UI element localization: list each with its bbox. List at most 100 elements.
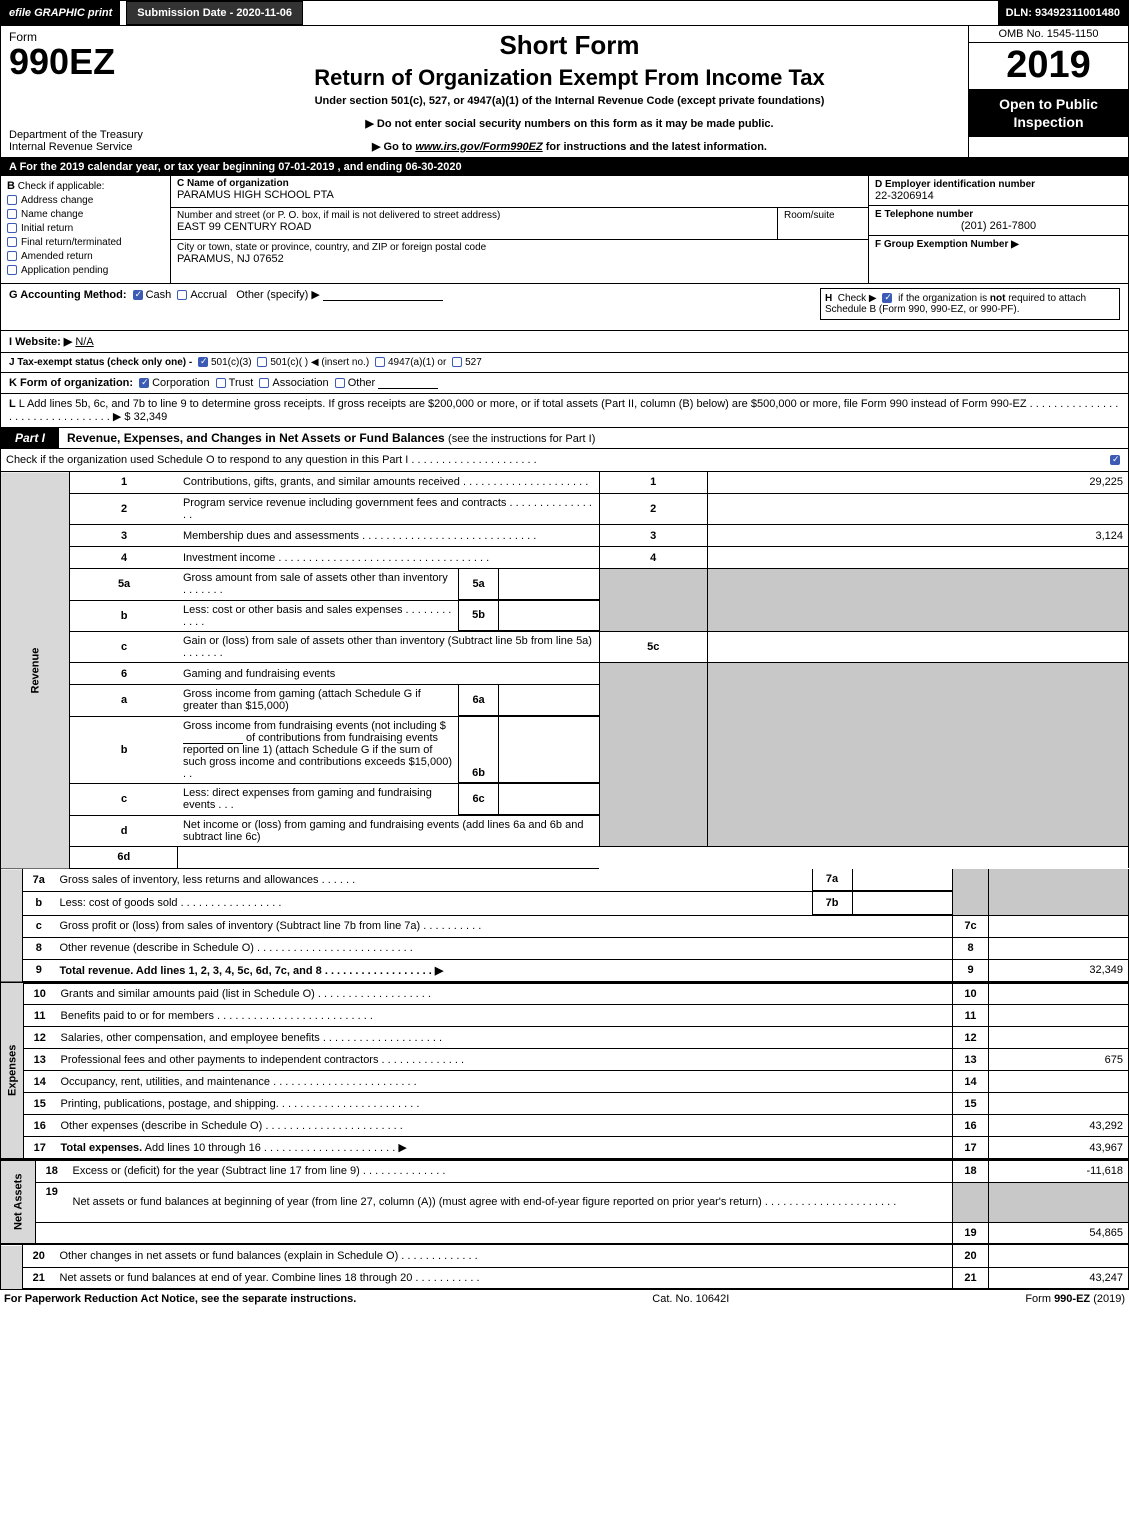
line-16-col: 16 xyxy=(953,1115,989,1137)
city-label: City or town, state or province, country… xyxy=(177,242,862,253)
line-8-col: 8 xyxy=(953,937,989,959)
cb-trust[interactable] xyxy=(216,378,226,388)
cb-other[interactable] xyxy=(335,378,345,388)
tax-year-bar: A For the 2019 calendar year, or tax yea… xyxy=(0,158,1129,176)
l-text: L Add lines 5b, 6c, and 7b to line 9 to … xyxy=(9,398,1118,423)
line-9-num: 9 xyxy=(23,959,55,981)
note2-pre: ▶ Go to xyxy=(372,141,415,153)
line-17-val: 43,967 xyxy=(989,1137,1129,1159)
line-5b-inner-val xyxy=(499,601,599,631)
line-20-num: 20 xyxy=(23,1245,55,1267)
irs-link[interactable]: www.irs.gov/Form990EZ xyxy=(415,141,542,153)
cb-part1-schedule-o[interactable] xyxy=(1110,455,1120,465)
form-number: 990EZ xyxy=(9,44,163,80)
line-12-val xyxy=(989,1027,1129,1049)
room-label: Room/suite xyxy=(784,210,862,221)
shaded-7 xyxy=(953,869,989,916)
line-6b-desc: Gross income from fundraising events (no… xyxy=(178,717,459,783)
h-box: H Check ▶ if the organization is not req… xyxy=(820,288,1120,320)
line-4-num: 4 xyxy=(70,547,178,569)
cb-501c3[interactable] xyxy=(198,357,208,367)
i-label: I Website: ▶ xyxy=(9,336,72,348)
shaded-19-val xyxy=(989,1182,1129,1222)
line-7a-num: 7a xyxy=(23,869,55,892)
line-7c-num: c xyxy=(23,915,55,937)
line-4-val xyxy=(707,547,1128,569)
row-j: J Tax-exempt status (check only one) - 5… xyxy=(1,352,1128,372)
line-12-desc: Salaries, other compensation, and employ… xyxy=(56,1027,953,1049)
line-6d-val xyxy=(178,846,599,868)
k-assoc: Association xyxy=(272,377,328,389)
cb-label-1: Name change xyxy=(21,209,83,220)
row-k: K Form of organization: Corporation Trus… xyxy=(1,372,1128,393)
inspection-label: Open to Public Inspection xyxy=(969,89,1128,137)
street-address: EAST 99 CENTURY ROAD xyxy=(177,221,771,233)
shaded-19 xyxy=(953,1182,989,1222)
part1-check-line: Check if the organization used Schedule … xyxy=(1,449,1099,471)
k-other-input[interactable] xyxy=(378,377,438,389)
line-6d-col: 6d xyxy=(70,846,178,868)
j-527: 527 xyxy=(465,357,482,368)
shaded-6 xyxy=(599,663,707,847)
footer-center: Cat. No. 10642I xyxy=(652,1293,729,1305)
cb-cash[interactable] xyxy=(133,290,143,300)
part1-title-text: Revenue, Expenses, and Changes in Net As… xyxy=(67,431,445,445)
g-label: G Accounting Method: xyxy=(9,289,127,301)
header-right: OMB No. 1545-1150 2019 Open to Public In… xyxy=(968,26,1128,157)
efile-print-button[interactable]: efile GRAPHIC print xyxy=(1,1,120,25)
part1-check-table: Check if the organization used Schedule … xyxy=(0,449,1129,472)
line-19-num: 19 xyxy=(36,1182,68,1222)
line-14-num: 14 xyxy=(24,1071,56,1093)
dln-label: DLN: 93492311001480 xyxy=(998,1,1128,25)
line-3-col: 3 xyxy=(599,525,707,547)
line-7c-val xyxy=(989,915,1129,937)
line-13-col: 13 xyxy=(953,1049,989,1071)
cb-527[interactable] xyxy=(452,357,462,367)
d-label: D Employer identification number xyxy=(875,179,1122,190)
cb-initial-return[interactable] xyxy=(7,223,17,233)
line-21-col: 21 xyxy=(953,1267,989,1289)
cb-accrual[interactable] xyxy=(177,290,187,300)
line-16-val: 43,292 xyxy=(989,1115,1129,1137)
line-17-desc: Total expenses. Add lines 10 through 16 … xyxy=(56,1137,953,1159)
j-label: J Tax-exempt status (check only one) - xyxy=(9,357,192,368)
cb-501c[interactable] xyxy=(257,357,267,367)
cb-application-pending[interactable] xyxy=(7,265,17,275)
cb-final-return[interactable] xyxy=(7,237,17,247)
line-14-desc: Occupancy, rent, utilities, and maintena… xyxy=(56,1071,953,1093)
revenue-side-label: Revenue xyxy=(1,472,70,869)
cb-assoc[interactable] xyxy=(259,378,269,388)
g-other-input[interactable] xyxy=(323,289,443,301)
footer-right: Form 990-EZ (2019) xyxy=(1025,1293,1125,1305)
tax-year: 2019 xyxy=(969,43,1128,89)
dept-label: Department of the Treasury xyxy=(9,129,163,141)
line-6a-desc: Gross income from gaming (attach Schedul… xyxy=(178,685,459,715)
footer-left: For Paperwork Reduction Act Notice, see … xyxy=(4,1293,356,1305)
line-9-val: 32,349 xyxy=(989,959,1129,981)
line-19-desc: Net assets or fund balances at beginning… xyxy=(68,1182,953,1222)
line-18-num: 18 xyxy=(36,1160,68,1182)
line-5c-num: c xyxy=(70,632,178,663)
note-ssn: ▶ Do not enter social security numbers o… xyxy=(179,117,960,130)
cb-address-change[interactable] xyxy=(7,195,17,205)
line-7a-box: 7a xyxy=(812,869,852,891)
line-11-desc: Benefits paid to or for members . . . . … xyxy=(56,1005,953,1027)
cb-name-change[interactable] xyxy=(7,209,17,219)
l-value: 32,349 xyxy=(134,411,168,423)
cb-corp[interactable] xyxy=(139,378,149,388)
check-if-label: Check if applicable: xyxy=(18,181,105,192)
subtitle: Under section 501(c), 527, or 4947(a)(1)… xyxy=(179,95,960,107)
cb-amended-return[interactable] xyxy=(7,251,17,261)
line-6b-amount-input[interactable] xyxy=(183,732,243,744)
j-501c3: 501(c)(3) xyxy=(211,357,252,368)
netassets-table: Net Assets 18 Excess or (deficit) for th… xyxy=(0,1159,1129,1245)
line-14-val xyxy=(989,1071,1129,1093)
line-1-val: 29,225 xyxy=(707,472,1128,494)
line-5a-box: 5a xyxy=(459,569,499,599)
line-12-col: 12 xyxy=(953,1027,989,1049)
org-name: PARAMUS HIGH SCHOOL PTA xyxy=(177,189,862,201)
cb-h[interactable] xyxy=(882,293,892,303)
cb-4947[interactable] xyxy=(375,357,385,367)
line-6c-desc: Less: direct expenses from gaming and fu… xyxy=(178,784,459,814)
line-7c-col: 7c xyxy=(953,915,989,937)
